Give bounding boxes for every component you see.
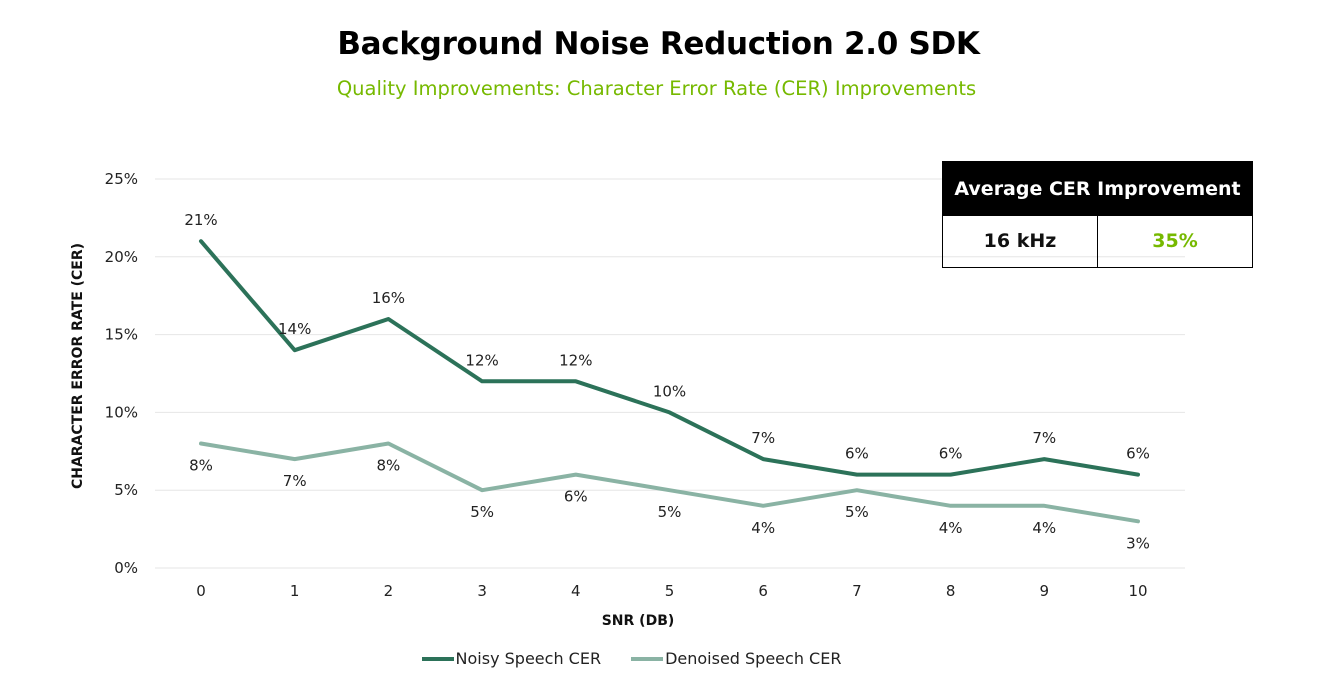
data-labels: 21% 14% 16% 12% 12% 10% 7% 6% 6% 7% 6% 8% 7% 8% 5% 6% 5%… bbox=[184, 211, 1150, 552]
data-label-noisy-speech-cer: 7% bbox=[751, 429, 775, 447]
data-label-denoised-speech-cer: 8% bbox=[377, 457, 401, 475]
data-label-noisy-speech-cer: 6% bbox=[845, 445, 869, 463]
y-tick-label: 0% bbox=[114, 559, 138, 577]
y-tick-label: 20% bbox=[105, 248, 138, 266]
average-cer-table: Average CER Improvement 16 kHz 35% bbox=[942, 161, 1253, 268]
x-tick-label: 10 bbox=[1128, 582, 1147, 600]
legend-label-denoised: Denoised Speech CER bbox=[665, 649, 842, 668]
data-label-noisy-speech-cer: 7% bbox=[1032, 429, 1056, 447]
x-axis-ticks: 0 1 2 3 4 5 6 7 8 9 10 bbox=[196, 582, 1147, 600]
x-tick-label: 7 bbox=[852, 582, 862, 600]
y-tick-label: 25% bbox=[105, 170, 138, 188]
series-line-noisy-speech-cer bbox=[199, 239, 1140, 477]
x-tick-label: 3 bbox=[477, 582, 487, 600]
y-axis-title: CHARACTER ERROR RATE (CER) bbox=[70, 243, 86, 489]
data-label-noisy-speech-cer: 12% bbox=[465, 351, 498, 369]
data-label-noisy-speech-cer: 14% bbox=[278, 320, 311, 338]
legend-label-noisy: Noisy Speech CER bbox=[455, 649, 602, 668]
data-label-noisy-speech-cer: 6% bbox=[939, 445, 963, 463]
chart-legend: Noisy Speech CER Denoised Speech CER bbox=[0, 649, 1263, 668]
legend-item-denoised: Denoised Speech CER bbox=[631, 649, 841, 668]
data-label-denoised-speech-cer: 4% bbox=[751, 519, 775, 537]
y-tick-label: 15% bbox=[105, 326, 138, 344]
series-lines bbox=[199, 239, 1140, 524]
x-tick-label: 2 bbox=[384, 582, 394, 600]
x-tick-label: 8 bbox=[946, 582, 956, 600]
data-label-denoised-speech-cer: 5% bbox=[658, 503, 682, 521]
data-label-denoised-speech-cer: 5% bbox=[845, 503, 869, 521]
x-tick-label: 4 bbox=[571, 582, 581, 600]
data-label-denoised-speech-cer: 4% bbox=[1032, 519, 1056, 537]
x-tick-label: 0 bbox=[196, 582, 206, 600]
x-tick-label: 6 bbox=[758, 582, 768, 600]
y-axis-ticks: 0% 5% 10% 15% 20% 25% bbox=[105, 170, 138, 577]
legend-swatch-noisy bbox=[421, 656, 454, 661]
chart-title: Background Noise Reduction 2.0 SDK bbox=[337, 26, 980, 62]
data-label-denoised-speech-cer: 5% bbox=[470, 503, 494, 521]
average-cer-row: 16 kHz 35% bbox=[943, 216, 1252, 267]
y-tick-label: 5% bbox=[114, 481, 138, 499]
sample-rate-cell: 16 kHz bbox=[943, 216, 1098, 267]
legend-item-noisy: Noisy Speech CER bbox=[421, 649, 602, 668]
data-label-noisy-speech-cer: 16% bbox=[372, 289, 405, 307]
data-label-noisy-speech-cer: 6% bbox=[1126, 445, 1150, 463]
x-axis-title: SNR (DB) bbox=[602, 613, 675, 629]
x-tick-label: 9 bbox=[1040, 582, 1050, 600]
average-cer-header: Average CER Improvement bbox=[943, 162, 1252, 216]
chart-subtitle: Quality Improvements: Character Error Ra… bbox=[336, 77, 977, 100]
data-label-noisy-speech-cer: 10% bbox=[653, 382, 686, 400]
data-label-noisy-speech-cer: 12% bbox=[559, 351, 592, 369]
data-label-denoised-speech-cer: 3% bbox=[1126, 534, 1150, 552]
improvement-value-cell: 35% bbox=[1152, 230, 1198, 252]
data-label-denoised-speech-cer: 8% bbox=[189, 457, 213, 475]
data-label-denoised-speech-cer: 7% bbox=[283, 472, 307, 490]
x-tick-label: 5 bbox=[665, 582, 675, 600]
data-label-denoised-speech-cer: 4% bbox=[939, 519, 963, 537]
data-label-noisy-speech-cer: 21% bbox=[184, 211, 217, 229]
y-tick-label: 10% bbox=[105, 403, 138, 421]
data-label-denoised-speech-cer: 6% bbox=[564, 488, 588, 506]
x-tick-label: 1 bbox=[290, 582, 300, 600]
legend-swatch-denoised bbox=[631, 656, 664, 661]
